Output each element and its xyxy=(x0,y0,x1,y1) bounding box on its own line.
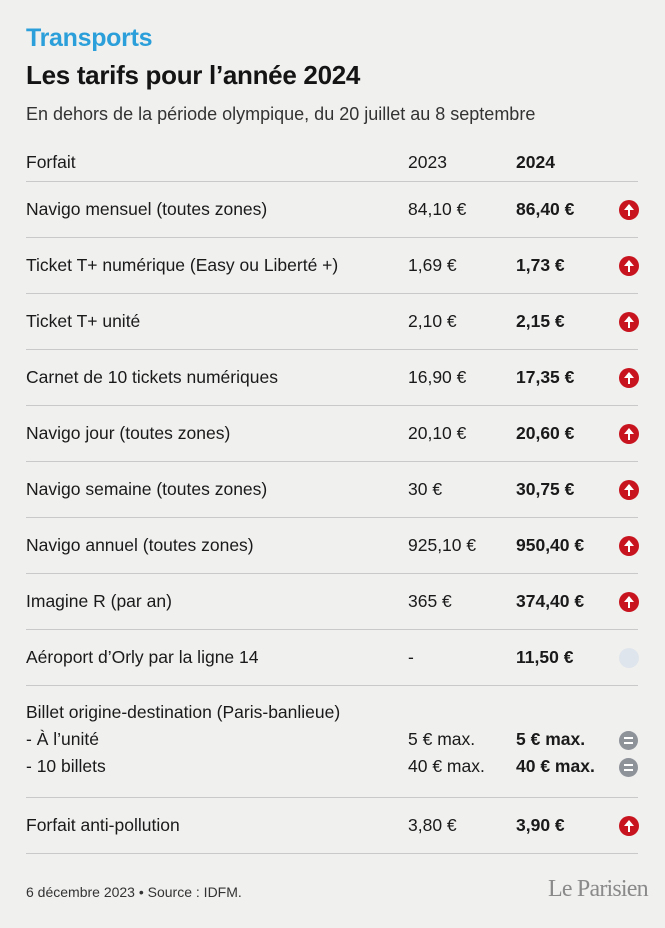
row-label: Navigo annuel (toutes zones) xyxy=(26,535,254,555)
price-2024: 11,50 € xyxy=(516,647,574,667)
row-label: Ticket T+ numérique (Easy ou Liberté +) xyxy=(26,255,339,275)
up-arrow-icon xyxy=(619,424,639,444)
table-row: Navigo semaine (toutes zones) 30 € 30,75… xyxy=(26,462,639,518)
table-row: Ticket T+ unité 2,10 € 2,15 € xyxy=(26,294,639,350)
up-arrow-icon xyxy=(619,200,639,220)
row-label: Navigo mensuel (toutes zones) xyxy=(26,199,268,219)
sub-row-label: - 10 billets xyxy=(26,756,106,776)
price-2024: 30,75 € xyxy=(516,479,575,499)
price-2023: - xyxy=(408,647,414,667)
up-arrow-icon xyxy=(619,592,639,612)
price-2023: 3,80 € xyxy=(408,815,457,835)
page-title: Les tarifs pour l’année 2024 xyxy=(26,60,361,90)
price-2024: 2,15 € xyxy=(516,311,565,331)
price-2023: 20,10 € xyxy=(408,423,467,443)
price-2023: 2,10 € xyxy=(408,311,457,331)
row-label: Forfait anti-pollution xyxy=(26,815,180,835)
up-arrow-icon xyxy=(619,368,639,388)
table-header-row: Forfait 2023 2024 xyxy=(26,140,638,182)
price-2023: 365 € xyxy=(408,591,452,611)
fares-table: Forfait 2023 2024 Navigo mensuel (toutes… xyxy=(26,140,639,854)
up-arrow-icon xyxy=(619,536,639,556)
row-label: Aéroport d’Orly par la ligne 14 xyxy=(26,647,259,667)
price-2023: 5 € max. xyxy=(408,729,476,749)
le-parisien-logo: Le Parisien xyxy=(548,876,649,902)
price-2024: 17,35 € xyxy=(516,367,575,387)
price-2024: 40 € max. xyxy=(516,756,595,776)
equal-icon xyxy=(619,731,638,750)
up-arrow-icon xyxy=(619,312,639,332)
source-note: 6 décembre 2023 • Source : IDFM. xyxy=(26,884,242,900)
price-2024: 3,90 € xyxy=(516,815,565,835)
price-2024: 374,40 € xyxy=(516,591,585,611)
table-row: Ticket T+ numérique (Easy ou Liberté +) … xyxy=(26,238,639,294)
price-2024: 20,60 € xyxy=(516,423,575,443)
price-2023: 1,69 € xyxy=(408,255,457,275)
kicker: Transports xyxy=(26,24,153,52)
table-row: Forfait anti-pollution 3,80 € 3,90 € xyxy=(26,798,639,854)
table-row: Navigo annuel (toutes zones) 925,10 € 95… xyxy=(26,518,639,574)
row-label: Navigo semaine (toutes zones) xyxy=(26,479,268,499)
price-2023: 925,10 € xyxy=(408,535,477,555)
price-2024: 86,40 € xyxy=(516,199,575,219)
price-2023: 16,90 € xyxy=(408,367,467,387)
price-2024: 950,40 € xyxy=(516,535,585,555)
price-2024: 1,73 € xyxy=(516,255,565,275)
price-2023: 40 € max. xyxy=(408,756,485,776)
row-label: Imagine R (par an) xyxy=(26,591,172,611)
row-label: Billet origine-destination (Paris-banlie… xyxy=(26,702,341,722)
price-2024: 5 € max. xyxy=(516,729,586,749)
row-label: Carnet de 10 tickets numériques xyxy=(26,367,278,387)
sub-row-label: - À l’unité xyxy=(26,729,99,749)
row-label: Ticket T+ unité xyxy=(26,311,141,331)
table-row: Aéroport d’Orly par la ligne 14 - 11,50 … xyxy=(26,630,639,686)
column-header-2024: 2024 xyxy=(516,152,555,172)
table-row: Navigo mensuel (toutes zones) 84,10 € 86… xyxy=(26,182,639,238)
price-2023: 84,10 € xyxy=(408,199,467,219)
column-header-forfait: Forfait xyxy=(26,152,76,172)
table-row: Imagine R (par an) 365 € 374,40 € xyxy=(26,574,639,630)
table-row-billet: Billet origine-destination (Paris-banlie… xyxy=(26,686,638,798)
subtitle: En dehors de la période olympique, du 20… xyxy=(26,104,536,124)
table-row: Carnet de 10 tickets numériques 16,90 € … xyxy=(26,350,639,406)
up-arrow-icon xyxy=(619,480,639,500)
up-arrow-icon xyxy=(619,256,639,276)
table-row: Navigo jour (toutes zones) 20,10 € 20,60… xyxy=(26,406,639,462)
new-circle-icon xyxy=(619,648,639,668)
price-2023: 30 € xyxy=(408,479,443,499)
column-header-2023: 2023 xyxy=(408,152,447,172)
up-arrow-icon xyxy=(619,816,639,836)
equal-icon xyxy=(619,758,638,777)
row-label: Navigo jour (toutes zones) xyxy=(26,423,231,443)
